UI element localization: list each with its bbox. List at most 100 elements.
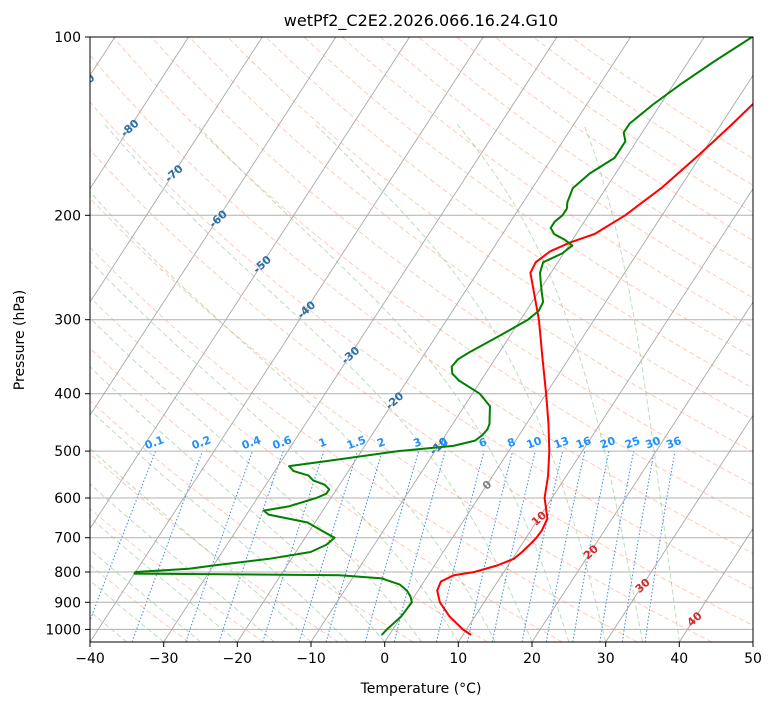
isotherm-gridlines	[90, 37, 753, 642]
x-tick-label: 30	[597, 651, 615, 667]
y-tick-label: 200	[54, 208, 81, 224]
dry-adiabat	[494, 37, 753, 214]
plot-area: -100-90-80-70-60-50-40-30-20-10010203040…	[74, 37, 753, 642]
mixing-ratio-labels: 0.1 0.2 0.4 0.6 1 1.5 2 3 4 6 8 10 13 16 20 25 30 36	[143, 433, 684, 452]
plot-background	[90, 37, 753, 642]
x-tick-label: −30	[149, 651, 179, 667]
mixing-ratio-label: 13	[552, 434, 571, 451]
isotherm-gridline	[90, 37, 410, 530]
mixing-ratio-label: 20	[598, 434, 617, 452]
mixing-ratio-label: 36	[664, 434, 683, 452]
mixing-ratio-line	[644, 451, 676, 642]
y-tick-label: 1000	[45, 622, 81, 638]
temperature-profile	[436, 102, 753, 636]
mixing-ratio-line	[393, 450, 446, 642]
mixing-ratio-line	[131, 450, 203, 642]
y-tick-label: 700	[54, 531, 81, 547]
mixing-ratio-label: 16	[574, 434, 593, 452]
isotherm-gridline	[90, 37, 189, 190]
x-tick-label: 0	[380, 651, 389, 667]
y-tick-label: 100	[54, 30, 81, 46]
sounding-profiles	[133, 37, 753, 636]
x-tick-label: −40	[75, 651, 105, 667]
mixing-ratio-label: 1	[317, 435, 329, 450]
isotherm-gridline	[90, 37, 484, 642]
moist-adiabat	[90, 366, 386, 642]
x-tick-label: −20	[223, 651, 253, 667]
dry-adiabat	[379, 37, 753, 299]
x-tick-label: −10	[296, 651, 326, 667]
mixing-ratio-label: 2	[375, 435, 387, 450]
mixing-ratio-line	[521, 450, 564, 642]
x-tick-label: 20	[523, 651, 541, 667]
mixing-ratio-label: 8	[506, 435, 518, 450]
mixing-ratio-line	[491, 450, 536, 642]
x-axis-ticks: −40 −30 −20 −10 0 10 20 30 40 50	[75, 642, 762, 667]
dry-adiabat	[90, 246, 638, 642]
dewpoint-profile	[133, 37, 753, 636]
plot-frame	[89, 36, 754, 643]
isotherm-gridline	[457, 187, 753, 642]
y-tick-label: 900	[54, 595, 81, 611]
moist-adiabat	[90, 516, 238, 642]
y-tick-label: 300	[54, 313, 81, 329]
mixing-ratio-line	[621, 451, 655, 642]
dry-adiabat	[227, 37, 753, 421]
isotherm-gridline	[384, 74, 753, 642]
mixing-ratio-line	[435, 450, 485, 642]
mixing-ratio-line	[325, 450, 383, 642]
isotherm-gridline	[90, 37, 263, 303]
mixing-ratio-label: 0.1	[143, 433, 166, 452]
dry-adiabat	[532, 37, 753, 186]
mixing-ratio-label: 0.2	[190, 433, 213, 452]
mixing-ratio-label: 6	[477, 435, 489, 450]
y-tick-label: 600	[54, 491, 81, 507]
x-axis-label: Temperature (°C)	[360, 681, 482, 697]
mixing-ratio-line	[572, 450, 610, 642]
moist-adiabat	[90, 409, 349, 642]
chart-title: wetPf2_C2E2.2026.066.16.24.G10	[284, 11, 558, 31]
mixing-ratio-label: 0.6	[271, 433, 294, 452]
moist-adiabat	[90, 260, 459, 642]
y-tick-label: 400	[54, 387, 81, 403]
dry-adiabat	[90, 101, 753, 590]
mixing-ratio-label: 25	[623, 434, 642, 451]
mixing-ratio-label: 0.4	[240, 433, 263, 452]
y-tick-label: 500	[54, 444, 81, 460]
dry-adiabat	[90, 296, 563, 642]
dry-adiabat	[90, 197, 712, 642]
y-axis-ticks: 100 200 300 400 500 600 700 800 900 1000	[45, 30, 90, 638]
mixing-ratio-line	[467, 450, 514, 642]
mixing-ratio-label: 3	[412, 435, 424, 450]
dry-adiabat	[418, 37, 753, 270]
isotherm-gridline	[90, 37, 337, 417]
isotherm-gridline	[678, 527, 753, 642]
mixing-ratio-line	[364, 450, 420, 642]
isotherm-gridline	[236, 37, 631, 642]
isotherm-gridline	[531, 301, 753, 642]
mixing-ratio-lines	[90, 450, 676, 642]
dry-adiabat	[90, 508, 264, 642]
isotherm-label: -90	[74, 71, 98, 94]
x-tick-label: 40	[670, 651, 688, 667]
mixing-ratio-line	[185, 450, 253, 642]
mixing-ratio-label: 1.5	[345, 433, 368, 452]
moist-adiabat	[90, 447, 312, 642]
x-tick-label: 10	[449, 651, 467, 667]
mixing-ratio-line	[90, 450, 157, 622]
isotherm-gridline	[310, 37, 705, 642]
moist-adiabat	[90, 483, 275, 642]
moist-adiabat	[90, 610, 128, 642]
dry-adiabat	[90, 149, 753, 626]
y-axis-label: Pressure (hPa)	[12, 290, 28, 390]
mixing-ratio-label: 30	[644, 434, 663, 452]
mixing-ratio-label: 4	[438, 435, 450, 450]
mixing-ratio-line	[599, 451, 635, 642]
isobar-gridlines	[90, 37, 753, 630]
x-tick-label: 50	[744, 651, 762, 667]
dry-adiabats	[90, 37, 753, 642]
dry-adiabat	[303, 37, 753, 358]
dry-adiabat	[112, 37, 753, 520]
y-tick-label: 800	[54, 565, 81, 581]
